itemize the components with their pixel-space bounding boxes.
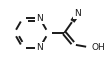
Text: N: N [36,43,43,52]
Text: N: N [36,14,43,23]
Text: N: N [74,9,81,18]
Text: OH: OH [92,43,106,52]
